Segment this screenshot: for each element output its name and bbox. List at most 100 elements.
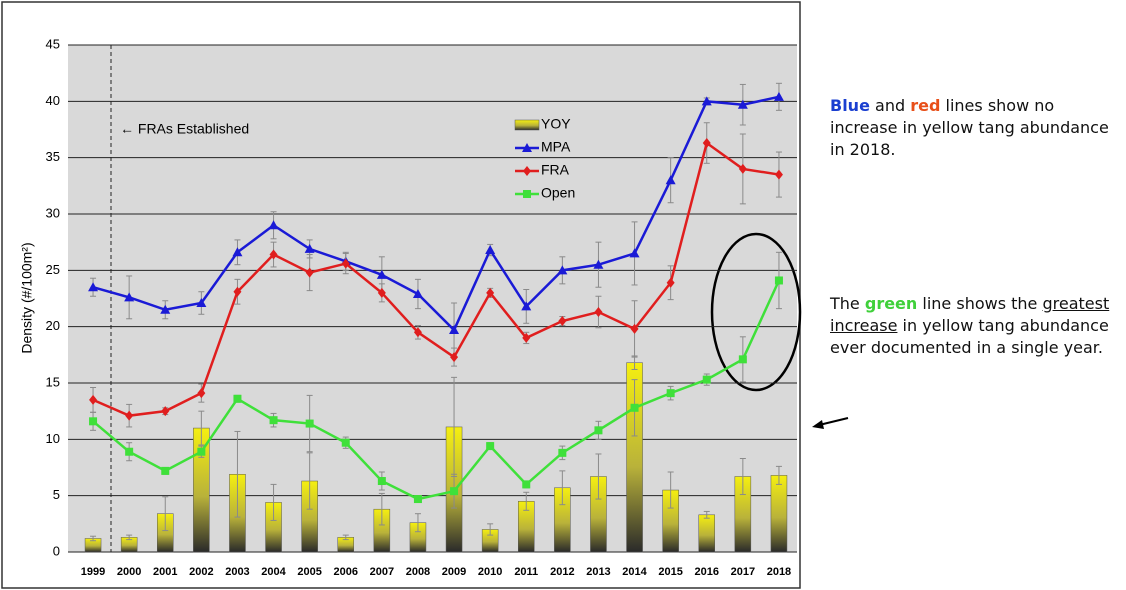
x-tick-label: 2017	[731, 566, 755, 578]
marker	[702, 138, 711, 149]
marker	[233, 394, 242, 403]
marker	[160, 304, 171, 314]
note-text: and	[875, 96, 906, 115]
x-tick-label: 1999	[81, 566, 105, 578]
x-tick-label: 2000	[117, 566, 141, 578]
line	[92, 95, 780, 333]
legend-label: MPA	[541, 139, 571, 155]
x-tick-label: 2003	[225, 566, 249, 578]
marker	[449, 325, 460, 335]
note-text: in yellow tang abundance ever documented…	[830, 316, 1109, 357]
marker	[233, 286, 242, 297]
marker	[485, 245, 496, 255]
marker	[701, 96, 712, 106]
x-tick-label: 2015	[658, 566, 682, 578]
x-tick-label: 2004	[261, 566, 286, 578]
x-tick-label: 2018	[767, 566, 791, 578]
note-text: lines show no increase in yellow tang ab…	[830, 96, 1109, 159]
x-tick-label: 2011	[514, 566, 538, 578]
marker	[269, 416, 278, 425]
bar	[698, 514, 715, 553]
legend-marker	[522, 143, 532, 152]
y-tick-label: 30	[46, 205, 60, 220]
marker	[89, 394, 98, 405]
marker	[161, 406, 170, 417]
marker	[125, 410, 134, 421]
y-tick-label: 15	[46, 374, 60, 389]
marker	[593, 259, 604, 269]
marker	[522, 480, 531, 489]
marker	[738, 355, 747, 364]
legend-label: YOY	[541, 116, 571, 132]
marker	[124, 292, 135, 302]
x-tick-label: 2013	[586, 566, 610, 578]
x-tick-label: 2001	[153, 566, 177, 578]
x-tick-label: 2009	[442, 566, 466, 578]
y-tick-label: 5	[53, 487, 60, 502]
x-tick-label: 2014	[622, 566, 647, 578]
y-tick-label: 35	[46, 149, 60, 164]
y-tick-label: 10	[46, 431, 60, 446]
marker	[630, 323, 639, 334]
legend-label: Open	[541, 185, 575, 201]
x-tick-label: 2005	[297, 566, 321, 578]
marker	[450, 352, 459, 363]
marker	[376, 269, 387, 279]
marker	[486, 442, 495, 451]
marker	[630, 403, 639, 412]
marker	[450, 487, 459, 496]
marker	[412, 288, 423, 298]
note: Blue and red lines show no increase in y…	[830, 95, 1120, 161]
note-text: greatest increase	[830, 294, 1110, 335]
marker	[594, 307, 603, 318]
annotation: ← FRAs Established	[120, 121, 249, 137]
marker	[305, 267, 314, 278]
note-text: line shows the	[922, 294, 1038, 313]
marker	[413, 495, 422, 504]
marker	[665, 175, 676, 185]
legend-swatch	[514, 119, 540, 131]
marker	[738, 163, 747, 174]
note-text: Blue	[830, 96, 870, 115]
marker	[304, 243, 315, 253]
y-tick-label: 25	[46, 262, 60, 277]
y-tick-label: 40	[46, 93, 60, 108]
marker	[161, 466, 170, 475]
marker	[774, 169, 783, 180]
marker	[521, 301, 532, 311]
marker	[666, 277, 675, 288]
pointer-arrowhead	[812, 420, 824, 429]
x-tick-label: 2012	[550, 566, 574, 578]
marker	[558, 448, 567, 457]
legend-marker	[523, 166, 531, 176]
legend-marker	[523, 190, 531, 198]
marker	[197, 388, 206, 399]
note-text: The	[830, 294, 860, 313]
y-tick-label: 20	[46, 318, 60, 333]
plot-area	[68, 45, 797, 552]
marker	[629, 248, 640, 258]
bar	[770, 475, 788, 553]
highlight-ellipse	[710, 232, 802, 392]
marker	[557, 265, 568, 275]
note: The green line shows the greatest increa…	[830, 293, 1120, 359]
marker	[125, 447, 134, 456]
x-tick-label: 2002	[189, 566, 213, 578]
marker	[268, 220, 279, 230]
marker	[89, 417, 98, 426]
x-tick-label: 2007	[370, 566, 394, 578]
marker	[341, 258, 350, 269]
note-text: green	[864, 294, 918, 313]
line	[92, 140, 780, 417]
y-tick-label: 45	[46, 36, 60, 51]
line	[92, 279, 781, 501]
marker	[558, 316, 567, 327]
marker	[88, 282, 99, 292]
marker	[666, 389, 675, 398]
marker	[196, 298, 207, 308]
marker	[774, 276, 783, 285]
x-tick-label: 2016	[695, 566, 719, 578]
marker	[232, 247, 243, 257]
